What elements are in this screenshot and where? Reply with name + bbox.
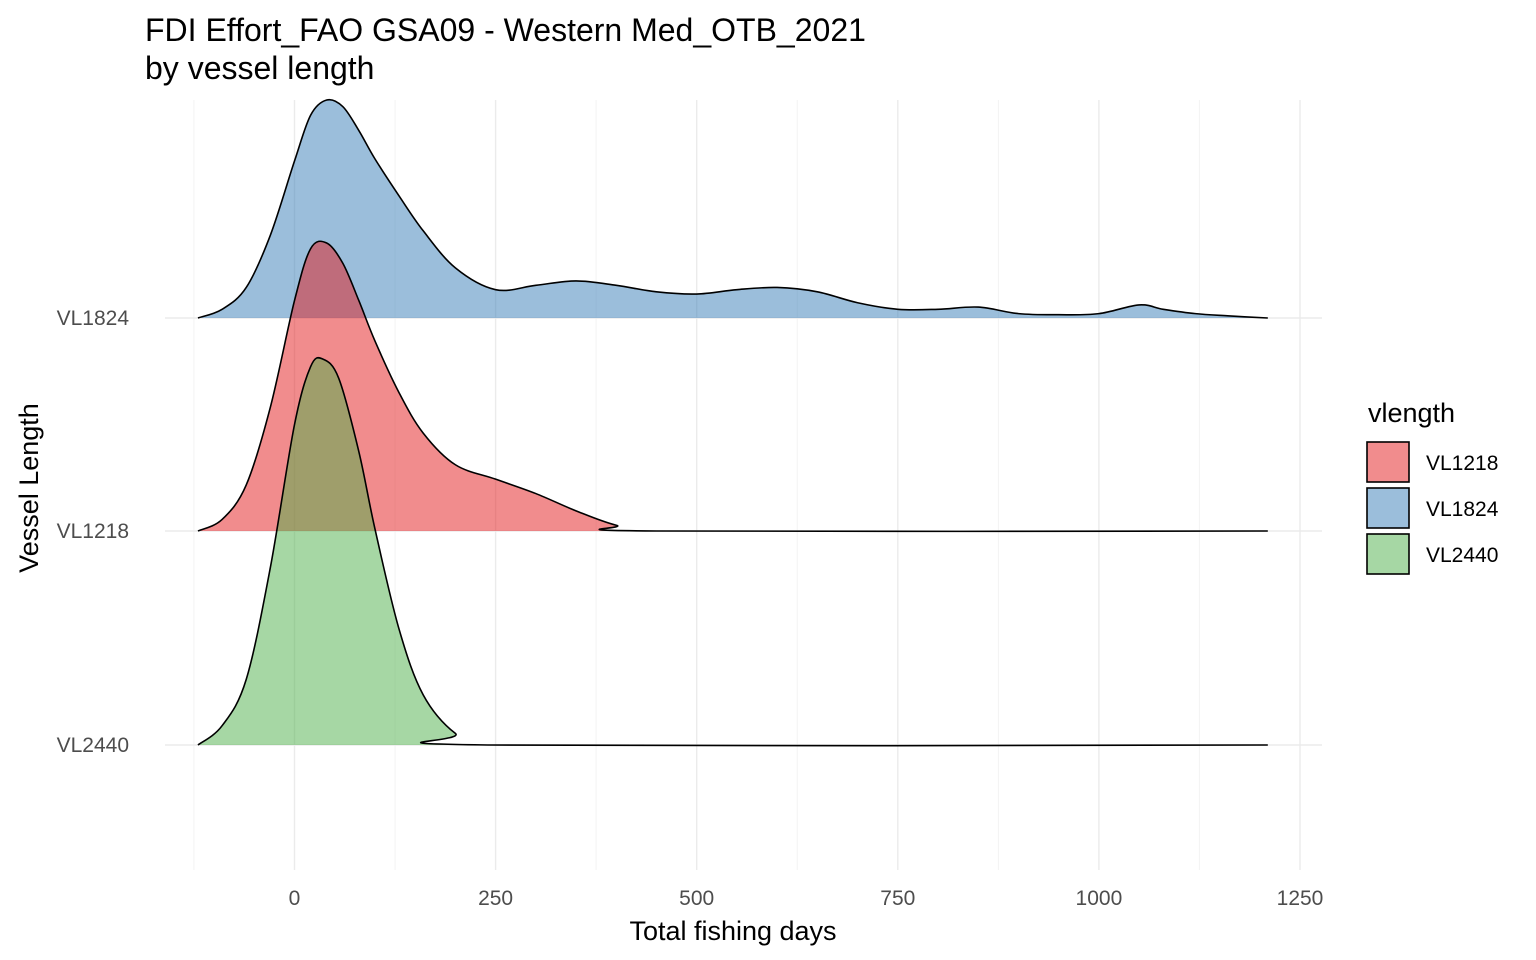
legend-label-vl1824: VL1824 bbox=[1426, 498, 1499, 521]
chart-subtitle: by vessel length bbox=[145, 50, 374, 86]
legend-key-vl1824 bbox=[1366, 487, 1410, 529]
density-area-vl2440 bbox=[197, 357, 1268, 746]
x-tick-label: 750 bbox=[880, 887, 915, 910]
x-axis-title: Total fishing days bbox=[629, 916, 836, 946]
legend-key-vl2440 bbox=[1366, 533, 1410, 575]
density-area-vl1824 bbox=[197, 99, 1268, 318]
legend: vlength VL1218 VL1824 VL2440 bbox=[1366, 398, 1499, 575]
legend-label-vl2440: VL2440 bbox=[1426, 544, 1498, 567]
y-tick-label: VL1218 bbox=[57, 520, 129, 543]
y-axis-title: Vessel Length bbox=[14, 403, 44, 573]
axis-layer: 0 250 500 750 1000 1250 VL1824 VL1218 VL2440 bbox=[57, 307, 1324, 910]
y-tick-label: VL2440 bbox=[57, 734, 129, 757]
x-tick-label: 500 bbox=[679, 887, 714, 910]
legend-title: vlength bbox=[1368, 398, 1455, 428]
legend-label-vl1218: VL1218 bbox=[1426, 452, 1498, 475]
x-tick-label: 1000 bbox=[1076, 887, 1123, 910]
density-line-vl1218 bbox=[197, 240, 1268, 533]
density-line-vl1824 bbox=[197, 98, 1268, 319]
x-tick-label: 250 bbox=[478, 887, 513, 910]
y-tick-label: VL1824 bbox=[57, 307, 130, 330]
density-line-vl2440 bbox=[197, 356, 1268, 747]
legend-key-vl1218 bbox=[1366, 441, 1410, 483]
x-tick-label: 1250 bbox=[1277, 887, 1324, 910]
legend-entries: VL1218 VL1824 VL2440 bbox=[1366, 441, 1499, 575]
x-tick-label: 0 bbox=[289, 887, 301, 910]
chart-title: FDI Effort_FAO GSA09 - Western Med_OTB_2… bbox=[145, 12, 866, 48]
ridge-layer bbox=[197, 98, 1268, 747]
